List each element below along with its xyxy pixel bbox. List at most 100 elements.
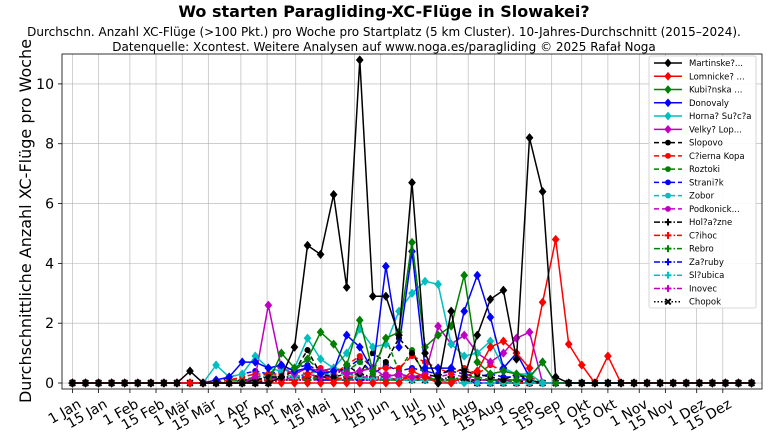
data-point xyxy=(664,232,672,239)
data-point xyxy=(551,234,560,245)
data-point xyxy=(316,378,325,388)
plot-frame xyxy=(61,53,763,390)
legend-label: Slopovo xyxy=(689,139,723,149)
legend-entry: Kubi?nska ... xyxy=(654,85,742,96)
data-point xyxy=(669,378,678,388)
legend-entry: Roztoki xyxy=(654,165,720,175)
data-point xyxy=(408,350,416,357)
legend-label: Chopok xyxy=(689,298,721,308)
data-point xyxy=(368,342,377,352)
data-point xyxy=(447,363,456,373)
data-point xyxy=(329,189,338,200)
data-point xyxy=(447,339,456,349)
series-0 xyxy=(68,55,756,388)
data-point xyxy=(355,315,364,325)
data-point xyxy=(329,378,338,388)
data-point xyxy=(603,378,612,388)
data-point xyxy=(538,297,547,307)
data-point xyxy=(460,270,469,281)
data-point xyxy=(447,378,456,388)
data-point xyxy=(277,360,286,370)
data-point xyxy=(708,378,717,388)
legend-label: C?ihoc xyxy=(689,231,717,241)
data-point xyxy=(460,330,469,340)
data-point xyxy=(474,379,481,387)
data-point xyxy=(665,179,671,186)
legend-label: Velky? Lop... xyxy=(689,125,742,135)
chart-title: Wo starten Paragliding-XC-Flüge in Slowa… xyxy=(178,2,589,21)
data-point xyxy=(212,378,221,388)
data-point xyxy=(395,365,403,372)
data-point xyxy=(277,378,286,388)
data-point xyxy=(395,330,403,340)
data-point xyxy=(421,276,429,287)
data-point xyxy=(664,298,672,306)
plot-background xyxy=(62,54,762,389)
data-point xyxy=(643,378,652,388)
y-tick-label: 2 xyxy=(45,316,54,332)
data-point xyxy=(408,237,416,248)
legend-label: Kubi?nska ... xyxy=(689,86,742,96)
data-point xyxy=(460,306,469,316)
data-point xyxy=(460,351,469,361)
data-point xyxy=(538,378,547,388)
data-point xyxy=(682,378,691,388)
legend-label: Donovaly xyxy=(689,99,729,109)
data-point xyxy=(434,279,443,290)
data-point xyxy=(212,360,221,370)
legend-label: Za?ruby xyxy=(689,258,724,268)
data-point xyxy=(304,370,311,378)
data-point xyxy=(665,166,671,172)
data-point xyxy=(499,348,508,358)
legend-entry: Hol?a?zne xyxy=(654,218,732,228)
data-point xyxy=(356,353,363,360)
data-point xyxy=(525,133,534,143)
data-point xyxy=(329,366,338,376)
legend-entry: Slopovo xyxy=(654,139,723,149)
data-point xyxy=(486,369,495,379)
data-point xyxy=(146,378,155,388)
data-point xyxy=(564,378,573,388)
data-point xyxy=(107,378,116,388)
data-point xyxy=(499,285,508,296)
legend-entry: Lomnicke? ... xyxy=(654,71,745,82)
data-point xyxy=(290,378,299,388)
data-point xyxy=(512,354,521,364)
data-point xyxy=(664,285,672,292)
data-point xyxy=(238,378,247,388)
legend-entry: C?ihoc xyxy=(654,231,717,241)
data-point xyxy=(303,354,312,364)
legend-entry: Inovec xyxy=(654,284,717,294)
legend-label: Inovec xyxy=(689,284,717,294)
data-point xyxy=(448,370,455,378)
data-point xyxy=(368,378,377,388)
legend-label: Rebro xyxy=(689,245,714,255)
legend-entry: Donovaly xyxy=(654,98,729,109)
y-axis-label: Durchschnittliche Anzahl XC-Flüge pro Wo… xyxy=(16,39,35,403)
data-point xyxy=(238,357,247,367)
data-point xyxy=(486,342,495,352)
data-point xyxy=(81,378,90,388)
data-point xyxy=(664,85,672,94)
data-point xyxy=(512,369,521,379)
data-point xyxy=(303,333,312,343)
data-point xyxy=(665,139,671,146)
data-point xyxy=(421,372,429,382)
data-point xyxy=(486,294,495,304)
data-point xyxy=(408,372,416,382)
chart-source: Datenquelle: Xcontest. Weitere Analysen … xyxy=(112,40,656,54)
data-point xyxy=(665,192,671,199)
chart-subtitle: Durchschn. Anzahl XC-Flüge (>100 Pkt.) p… xyxy=(27,25,741,39)
legend-label: C?ierna Kopa xyxy=(689,152,745,162)
data-point xyxy=(721,378,730,388)
legend-entry: Martinske?... xyxy=(654,58,743,69)
data-point xyxy=(330,373,337,381)
data-point xyxy=(695,378,704,388)
data-point xyxy=(525,363,534,373)
y-tick-label: 8 xyxy=(45,137,54,153)
data-point xyxy=(342,348,351,358)
data-point xyxy=(277,348,286,358)
legend-label: Lomnicke? ... xyxy=(689,72,745,82)
data-point xyxy=(577,360,586,370)
